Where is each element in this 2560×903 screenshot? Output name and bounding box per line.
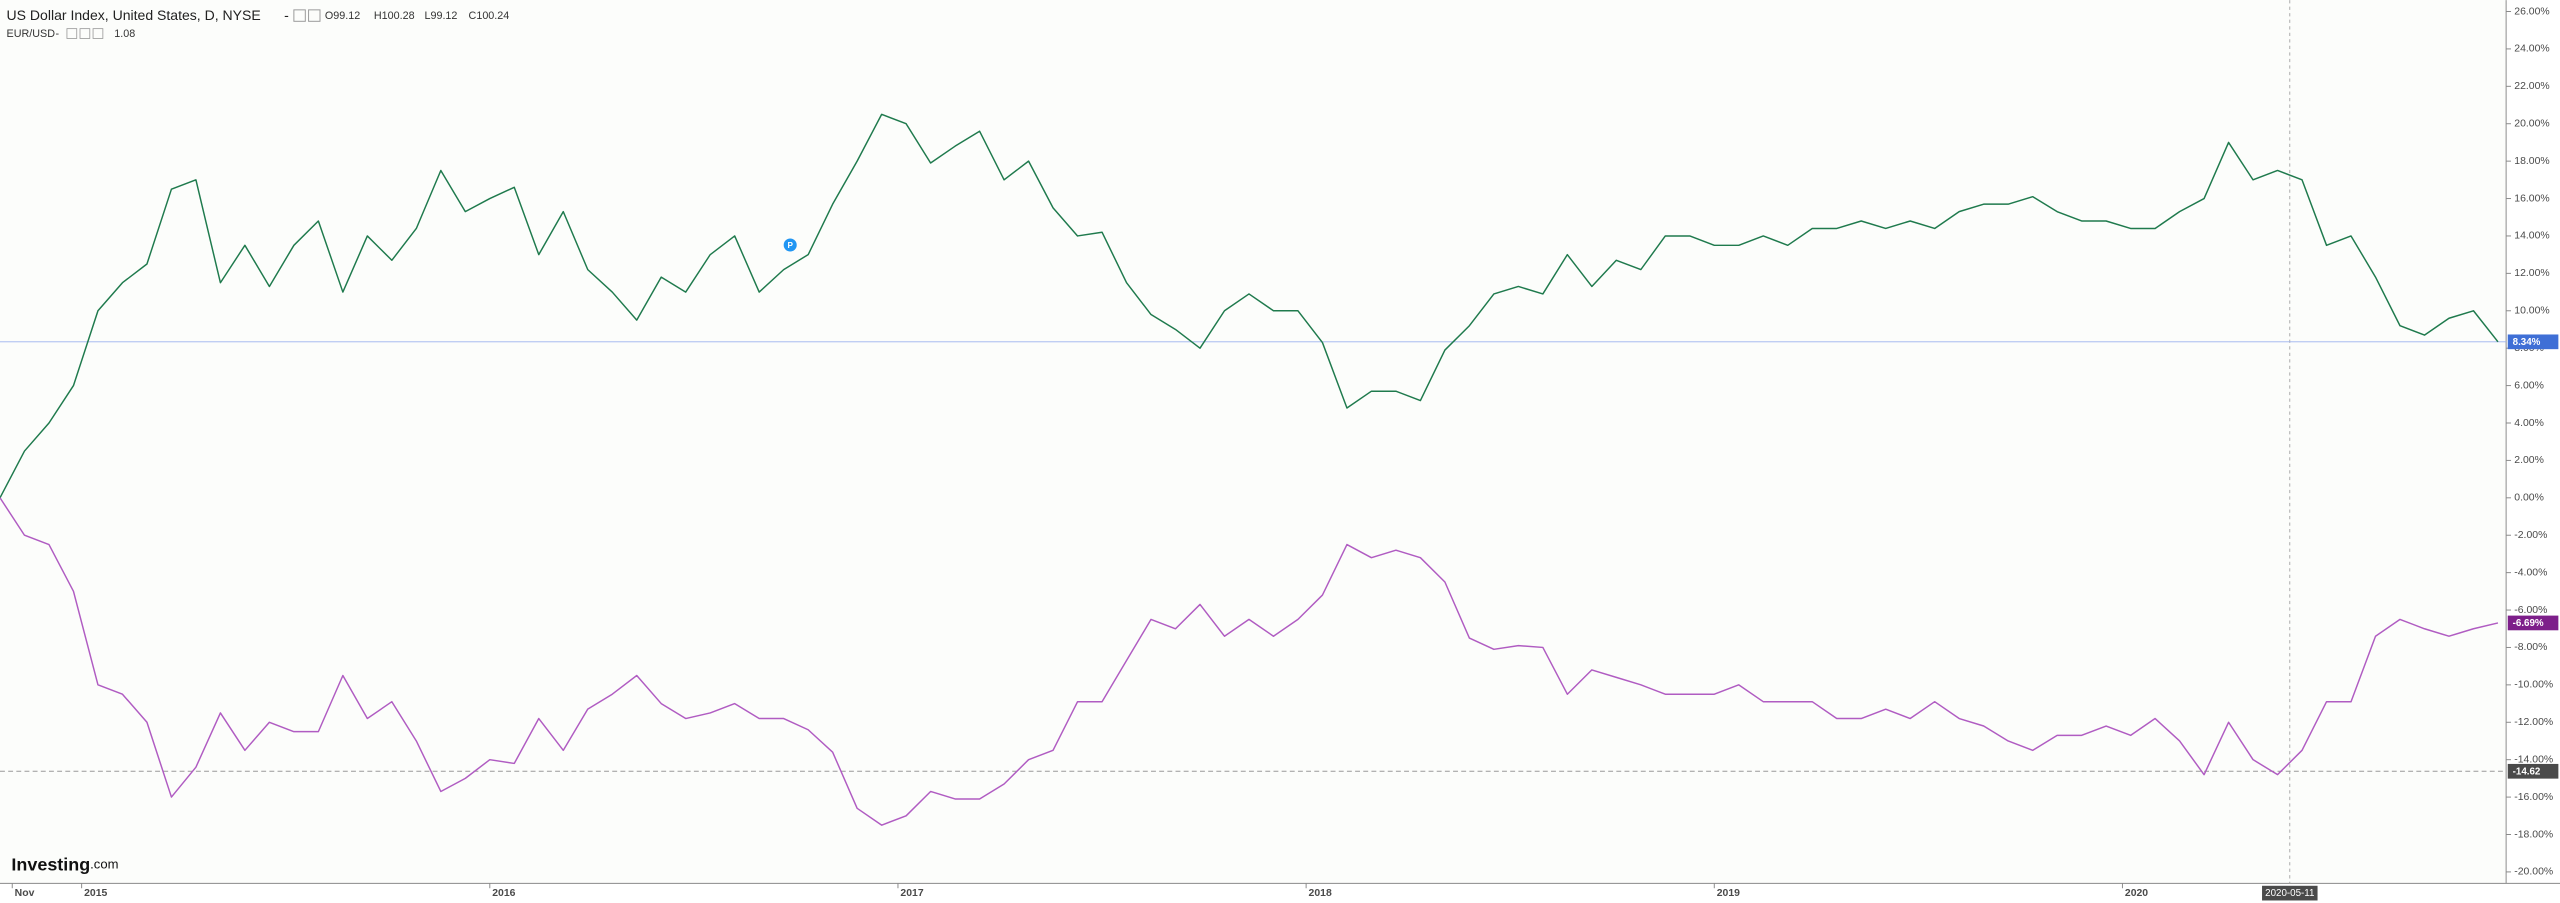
price-label-bg [2507,763,2559,779]
y-tick-label: -14.00% [2514,754,2553,765]
ohlc-close: C100.24 [469,10,510,22]
y-tick-label: 6.00% [2514,380,2544,391]
y-tick-label: -12.00% [2514,717,2553,728]
price-label: -6.69% [2513,618,2544,629]
event-marker-label: P [787,241,793,250]
series-layer [0,113,2499,826]
label-layer: 26.00% 24.00% 22.00% 20.00% 18.00% 16.00% 14.0… [15,6,2559,901]
watermark: Investing.com [11,854,118,874]
price-label: -14.62 [2513,766,2541,777]
grid-layer [0,0,2512,889]
y-tick-label: 26.00% [2514,6,2549,17]
legend-second: EUR/USD [7,28,56,40]
ohlc-low: L99.12 [424,10,457,22]
legend-second-last: 1.08 [114,28,135,40]
legend-title: US Dollar Index, United States, D, NYSE [7,7,261,23]
x-tick-label: 2019 [1717,888,1740,899]
y-tick-label: 10.00% [2514,306,2549,317]
y-tick-label: 16.00% [2514,193,2549,204]
y-tick-label: 18.00% [2514,156,2549,167]
price-label-bg [2507,334,2559,350]
legend-dash: - [56,28,60,40]
series-line [0,497,2499,826]
y-tick-label: -2.00% [2514,530,2547,541]
legend-icon[interactable] [308,9,321,22]
y-tick-label: 12.00% [2514,268,2549,279]
ohlc-high: H100.28 [374,10,415,22]
crosshair-label: 2020-05-11 [2265,888,2314,899]
series-line [0,113,2499,499]
y-tick-label: -8.00% [2514,642,2547,653]
y-tick-label: -4.00% [2514,567,2547,578]
plot-area [0,0,2506,883]
legend-icon[interactable] [293,9,306,22]
legend-icon[interactable] [92,28,104,39]
x-tick-label: 2018 [1309,888,1332,899]
x-tick-label: 2015 [84,888,107,899]
y-tick-label: 4.00% [2514,418,2544,429]
x-tick-label: 2020 [2125,888,2148,899]
price-label-bg [2507,615,2559,631]
x-tick-label: 2017 [900,888,923,899]
legend-dash: - [284,7,289,23]
price-label: 8.34% [2513,337,2541,348]
y-tick-label: -10.00% [2514,680,2553,691]
event-marker[interactable] [783,238,797,252]
legend-icon[interactable] [79,28,91,39]
x-tick-label: 2016 [492,888,515,899]
watermark-suffix: .com [90,857,118,872]
legend-icon[interactable] [66,28,78,39]
x-tick-label: Nov [15,888,35,899]
y-tick-label: 22.00% [2514,81,2549,92]
y-tick-label: 2.00% [2514,455,2544,466]
y-tick-label: 20.00% [2514,118,2549,129]
y-tick-label: 0.00% [2514,493,2544,504]
y-tick-label: 24.00% [2514,44,2549,55]
y-tick-label: -16.00% [2514,792,2553,803]
crosshair-label-bg [2262,885,2318,901]
y-tick-label: -20.00% [2514,867,2553,878]
ohlc-open: O99.12 [325,10,360,22]
y-tick-label: 14.00% [2514,231,2549,242]
watermark-main: Investing [11,854,90,874]
y-tick-label: -6.00% [2514,605,2547,616]
y-tick-label: -18.00% [2514,829,2553,840]
